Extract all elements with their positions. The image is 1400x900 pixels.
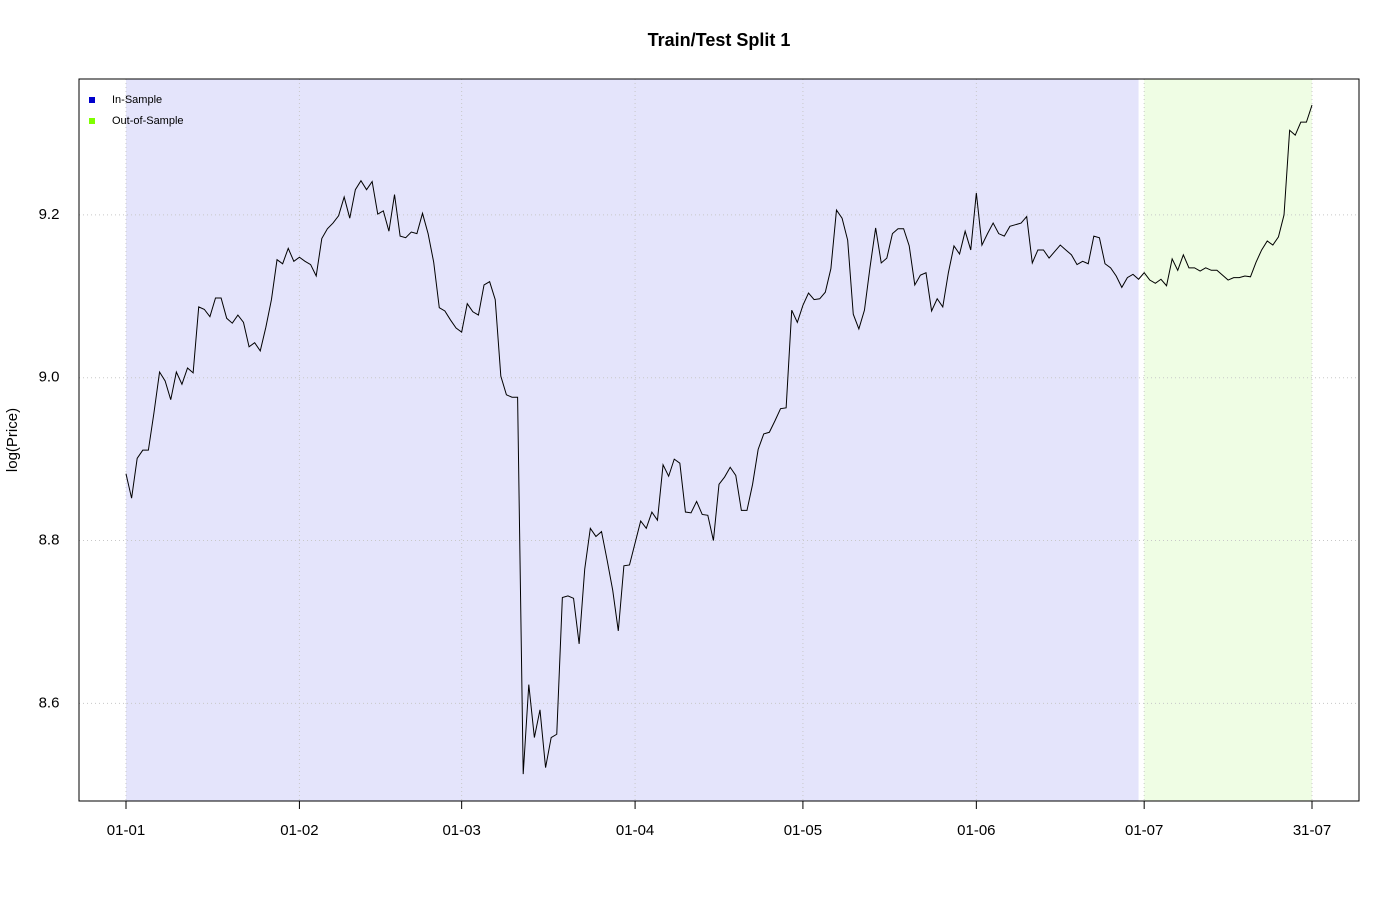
x-tick-label: 31-07 bbox=[1293, 822, 1331, 839]
price-line bbox=[125, 104, 1313, 775]
legend-swatch bbox=[89, 118, 95, 124]
region bbox=[125, 79, 1139, 801]
x-tick-label: 01-02 bbox=[280, 822, 318, 839]
region bbox=[1144, 79, 1313, 801]
y-tick-label: 9.2 bbox=[39, 206, 60, 223]
chart-title: Train/Test Split 1 bbox=[648, 30, 791, 50]
legend-label: In-Sample bbox=[112, 94, 162, 106]
y-axis-label: log(Price) bbox=[4, 408, 21, 472]
y-tick-label: 8.8 bbox=[39, 531, 60, 548]
x-tick-label: 01-05 bbox=[784, 822, 822, 839]
x-tick-label: 01-03 bbox=[442, 822, 480, 839]
y-tick-label: 8.6 bbox=[39, 694, 60, 711]
x-tick-label: 01-04 bbox=[616, 822, 654, 839]
y-tick-label: 9.0 bbox=[39, 369, 60, 386]
legend-swatch bbox=[89, 97, 95, 103]
x-tick-label: 01-07 bbox=[1125, 822, 1163, 839]
x-tick-label: 01-06 bbox=[957, 822, 995, 839]
x-tick-label: 01-01 bbox=[107, 822, 145, 839]
legend-label: Out-of-Sample bbox=[112, 115, 184, 127]
plot-frame bbox=[78, 78, 1360, 802]
